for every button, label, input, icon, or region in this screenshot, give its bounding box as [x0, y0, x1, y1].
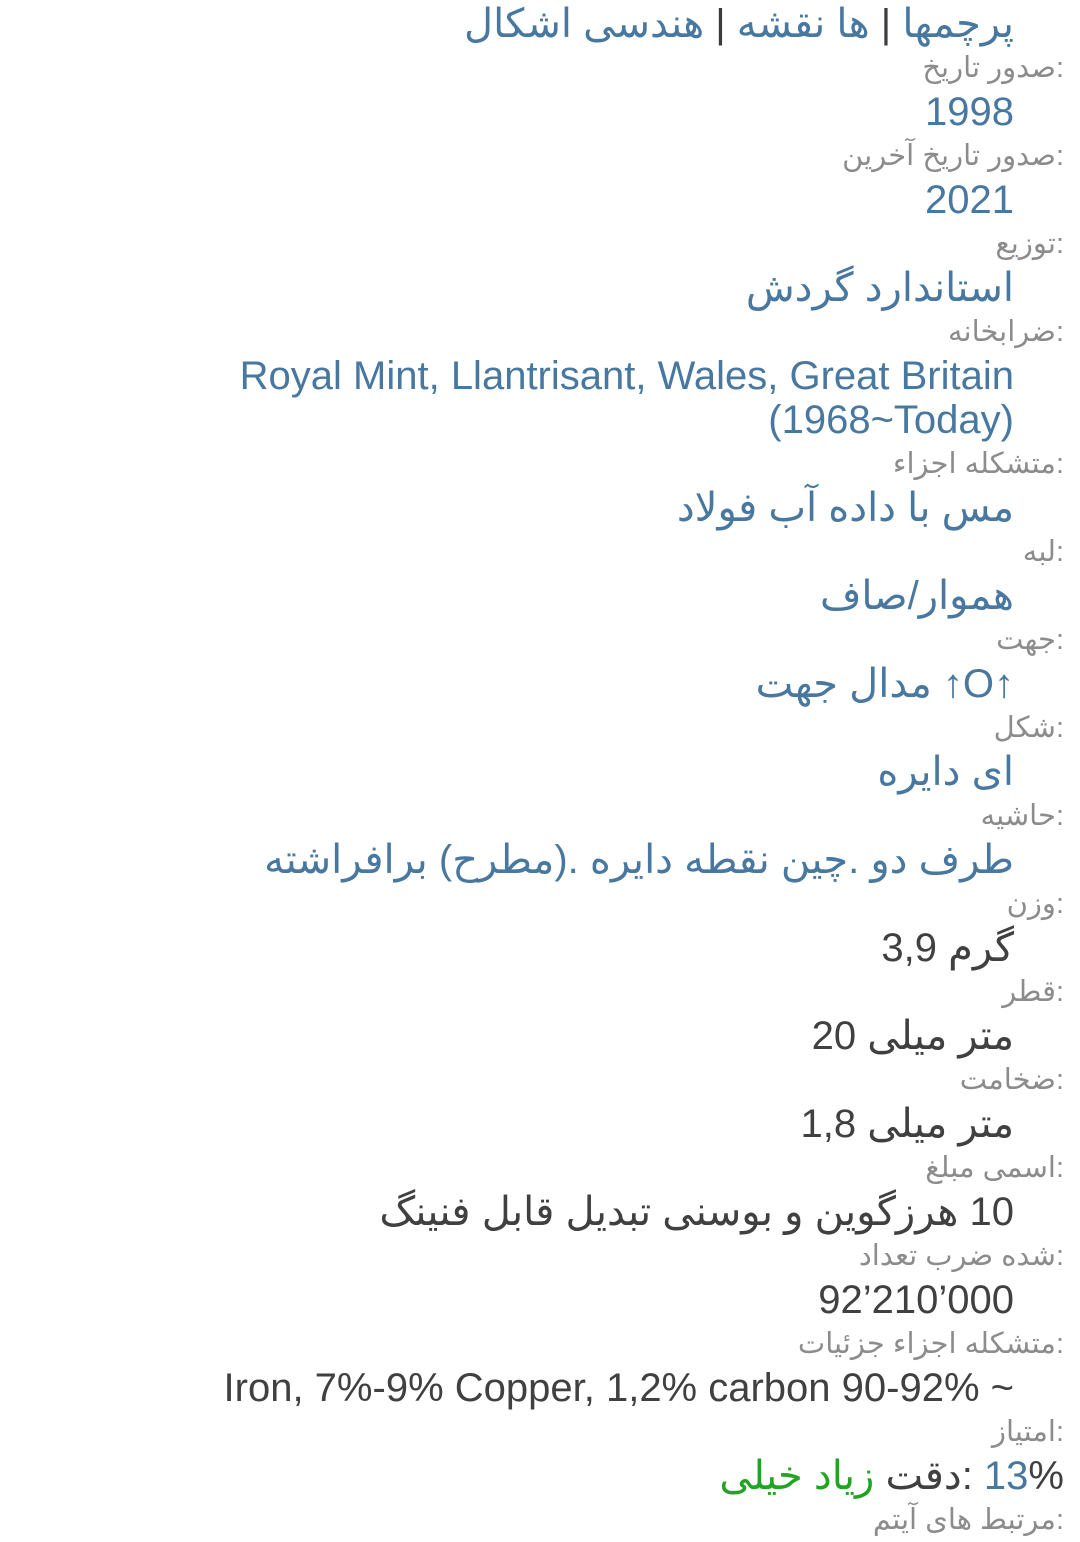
score-percent-link[interactable]: 13 [983, 1454, 1029, 1498]
field-mintage-label: تعداد‎ ضرب‎ شده‎: [858, 1240, 1064, 1272]
theme-links-row: اشکال‎ هندسی‎ | نقشه‎ ها‎ | پرچمها‎ [0, 2, 1080, 46]
link-separator: | [704, 2, 737, 46]
accuracy-label: دقت‎: [874, 1454, 984, 1498]
field-border-value: برافراشته‎ (مطرح‎). دایره‎ نقطه‎ چین‎. د… [0, 838, 1080, 882]
field-face-value-value: فنینگ‎ قابل‎ تبدیل‎ بوسنی‎ و‎ هرزگوین‎ 1… [0, 1190, 1080, 1234]
coin-spec-list: تاریخ‎ صدور‎: 1998 آخرین‎ تاریخ‎ صدور‎: 202… [0, 46, 1080, 1410]
field-composition-label: اجزاء‎ متشکله‎: [892, 448, 1064, 480]
field-edge-value: صاف‎/هموار‎ [0, 574, 1080, 618]
field-edge-link[interactable]: صاف‎/هموار‎ [819, 574, 1014, 618]
field-mintage-text: 92’210’000 [818, 1278, 1014, 1322]
link-separator: | [869, 2, 903, 46]
field-mint-link[interactable]: Royal Mint, Llantrisant, Wales, Great Br… [239, 354, 1014, 442]
theme-link-2[interactable]: پرچمها‎ [902, 2, 1014, 46]
field-distribution-label: توزیع‎: [995, 228, 1064, 260]
field-thickness-label: ضخامت‎: [959, 1064, 1064, 1096]
field-edge-label: لبه‎: [1022, 536, 1064, 568]
field-weight-text: 3,9 گرم‎ [881, 926, 1014, 970]
field-issue-date-link[interactable]: 1998 [925, 90, 1014, 134]
accuracy-value: خیلی‎ زیاد‎ [719, 1454, 875, 1498]
field-shape-link[interactable]: دایره‎ ای‎ [877, 750, 1014, 794]
field-weight-value: 3,9 گرم‎ [0, 926, 1080, 970]
field-mint-value: Royal Mint, Llantrisant, Wales, Great Br… [0, 354, 1080, 442]
field-weight-label: وزن‎: [1006, 888, 1064, 920]
field-diameter-value: 20 میلی‎ متر‎ [0, 1014, 1080, 1058]
field-last-issue-date-label: آخرین‎ تاریخ‎ صدور‎: [842, 140, 1064, 172]
field-orientation-label: جهت‎: [996, 624, 1064, 656]
theme-link-0[interactable]: اشکال‎ هندسی‎ [464, 2, 705, 46]
field-shape-label: شکل‎: [993, 712, 1064, 744]
field-last-issue-date-link[interactable]: 2021 [925, 178, 1014, 222]
field-distribution-value: گردش‎ استاندارد‎ [0, 266, 1080, 310]
related-items-label: آیتم‎ های‎ مرتبط‎: [872, 1504, 1064, 1536]
field-issue-date-value: 1998 [0, 90, 1080, 134]
field-composition-details-text: Iron, 7%-9% Copper, 1,2% carbon 90-92% ~ [223, 1366, 1014, 1410]
field-diameter-text: 20 میلی‎ متر‎ [811, 1014, 1014, 1058]
field-face-value-label: مبلغ‎ اسمی‎: [925, 1152, 1064, 1184]
field-border-label: حاشیه‎: [980, 800, 1064, 832]
field-mintage-value: 92’210’000 [0, 1278, 1080, 1322]
score-row: خیلی‎ زیاد‎ دقت‎: 13% [0, 1454, 1080, 1498]
field-distribution-link[interactable]: گردش‎ استاندارد‎ [745, 266, 1014, 310]
field-diameter-label: قطر‎: [1002, 976, 1064, 1008]
field-composition-details-value: Iron, 7%-9% Copper, 1,2% carbon 90-92% ~ [0, 1366, 1080, 1410]
field-composition-link[interactable]: فولاد‎ آب‎ داده‎ با‎ مس‎ [676, 486, 1014, 530]
field-last-issue-date-value: 2021 [0, 178, 1080, 222]
score-label: امتیاز‎: [992, 1416, 1064, 1448]
field-border-link[interactable]: برافراشته‎ (مطرح‎). دایره‎ نقطه‎ چین‎. د… [264, 838, 1014, 882]
field-composition-value: فولاد‎ آب‎ داده‎ با‎ مس‎ [0, 486, 1080, 530]
field-issue-date-label: تاریخ‎ صدور‎: [922, 52, 1064, 84]
field-face-value-text: فنینگ‎ قابل‎ تبدیل‎ بوسنی‎ و‎ هرزگوین‎ 1… [379, 1190, 1014, 1234]
field-orientation-value: جهت‎ مدال‎ ↑O↑ [0, 662, 1080, 706]
field-thickness-text: 1,8 میلی‎ متر‎ [800, 1102, 1015, 1146]
theme-link-1[interactable]: نقشه‎ ها‎ [736, 2, 870, 46]
field-shape-value: دایره‎ ای‎ [0, 750, 1080, 794]
percent-sign: % [1028, 1454, 1064, 1498]
field-orientation-link[interactable]: جهت‎ مدال‎ ↑O↑ [755, 662, 1014, 706]
field-composition-details-label: جزئیات‎ اجزاء‎ متشکله‎: [797, 1328, 1064, 1360]
field-thickness-value: 1,8 میلی‎ متر‎ [0, 1102, 1080, 1146]
field-mint-label: ضرابخانه‎: [948, 316, 1064, 348]
